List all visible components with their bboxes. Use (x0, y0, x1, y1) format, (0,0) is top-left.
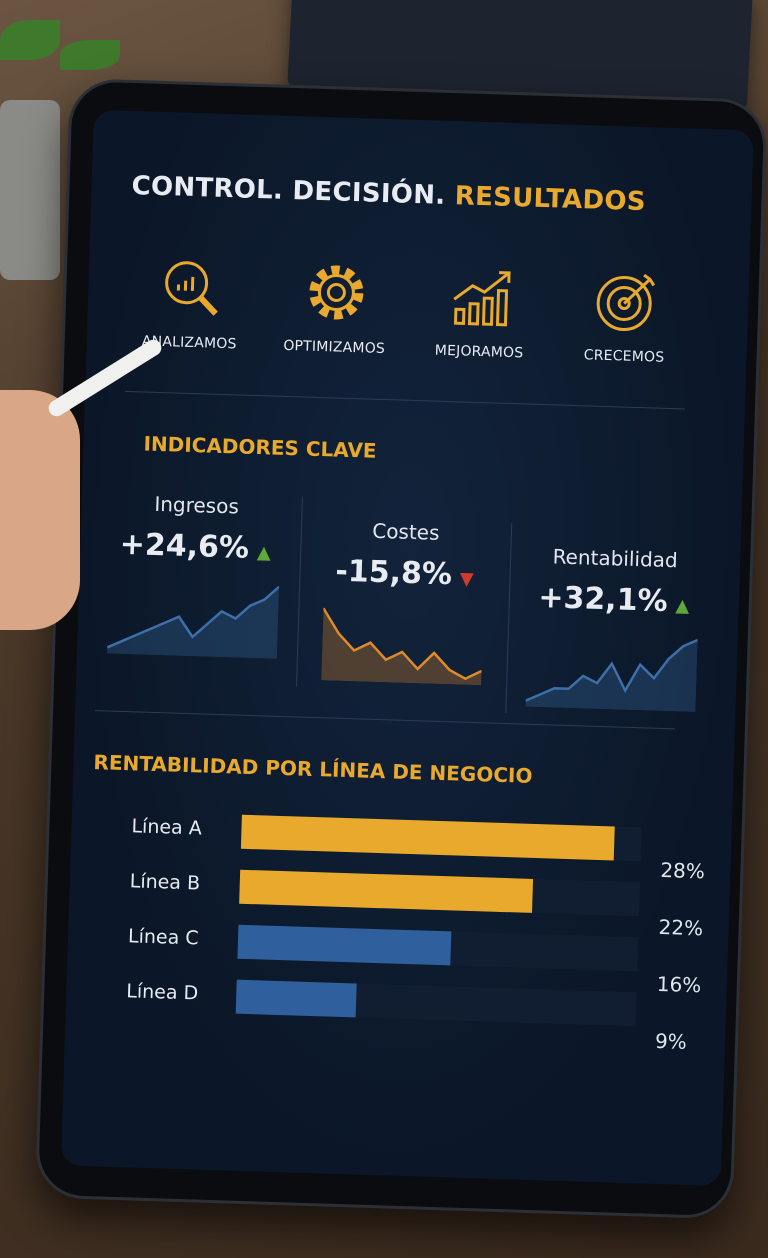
magnifier-chart-icon (164, 261, 218, 316)
sparkline-line (525, 638, 699, 702)
line-name: Línea D (125, 980, 199, 1005)
dashboard-screen: CONTROL. DECISIÓN. RESULTADOS ANALIZAMOS… (60, 109, 754, 1186)
line-name: Línea A (131, 815, 203, 840)
sparkline-rentabilidad (525, 638, 699, 712)
title-main: CONTROL. DECISIÓN. (131, 170, 446, 211)
hand (0, 390, 80, 630)
tablet: CONTROL. DECISIÓN. RESULTADOS ANALIZAMOS… (34, 78, 768, 1220)
step-label: OPTIMIZAMOS (283, 337, 386, 358)
divider (296, 496, 303, 687)
sparkline-line (322, 607, 483, 681)
plant-leaf (60, 40, 120, 70)
step-crecemos: CRECEMOS (551, 264, 699, 367)
lines-section-title: RENTABILIDAD POR LÍNEA DE NEGOCIO (93, 750, 533, 788)
bar-track (239, 869, 641, 917)
process-steps: ANALIZAMOS OPTIMIZAMOS MEJORAMOS CRECEMO… (117, 251, 700, 367)
line-name: Línea C (127, 925, 199, 950)
step-label: CRECEMOS (583, 347, 665, 366)
sparkline-ingresos (106, 585, 280, 659)
kpi-label: Ingresos (154, 491, 240, 519)
sparkline-area (106, 586, 280, 659)
line-percent: 22% (658, 914, 704, 941)
kpi-rentabilidad: Rentabilidad +32,1% ▲ (515, 543, 710, 716)
plant-leaf (0, 20, 60, 60)
kpi-value: -15,8% (334, 553, 453, 593)
bar-fill (239, 869, 534, 913)
step-label: MEJORAMOS (434, 342, 524, 362)
divider (95, 710, 675, 730)
line-percent: 28% (660, 857, 706, 884)
sparkline-line (106, 585, 280, 649)
business-line-row: Línea D (126, 976, 667, 1033)
kpi-value: +32,1% (537, 579, 669, 620)
step-mejoramos: MEJORAMOS (406, 260, 554, 363)
bar-fill (237, 924, 452, 966)
kpi-ingresos: Ingresos +24,6% ▲ (97, 490, 292, 663)
bar-fill (235, 979, 357, 1018)
line-percent: 9% (654, 1028, 688, 1054)
bar-track (235, 979, 637, 1027)
page-title: CONTROL. DECISIÓN. RESULTADOS (131, 171, 646, 217)
sparkline-area (321, 608, 482, 686)
bar-track (237, 924, 639, 972)
sparkline-area (525, 639, 698, 712)
sparkline-costes (321, 607, 483, 686)
business-line-row: Línea B (129, 866, 670, 923)
step-analizamos: ANALIZAMOS (117, 251, 265, 354)
line-name: Línea B (129, 870, 201, 895)
bar-fill (240, 814, 616, 861)
plant-pot (0, 100, 60, 280)
kpi-value: +24,6% (119, 526, 250, 566)
kpi-section-title: INDICADORES CLAVE (143, 431, 377, 463)
gear-icon (308, 265, 363, 320)
trend-up-icon: ▲ (675, 595, 690, 617)
business-line-row: Línea A (131, 811, 672, 868)
step-optimizamos: OPTIMIZAMOS (261, 255, 409, 358)
business-line-row: Línea C (127, 921, 668, 978)
bar-chart-arrow-icon (452, 271, 511, 327)
target-icon (596, 273, 655, 332)
kpi-label: Costes (371, 518, 440, 545)
bar-track (240, 814, 642, 862)
trend-down-icon: ▼ (459, 568, 474, 590)
divider (505, 523, 513, 714)
kpi-costes: Costes -15,8% ▼ (306, 517, 501, 690)
trend-up-icon: ▲ (256, 542, 272, 564)
title-accent: RESULTADOS (454, 181, 647, 218)
kpi-label: Rentabilidad (552, 544, 679, 573)
divider (125, 390, 685, 410)
